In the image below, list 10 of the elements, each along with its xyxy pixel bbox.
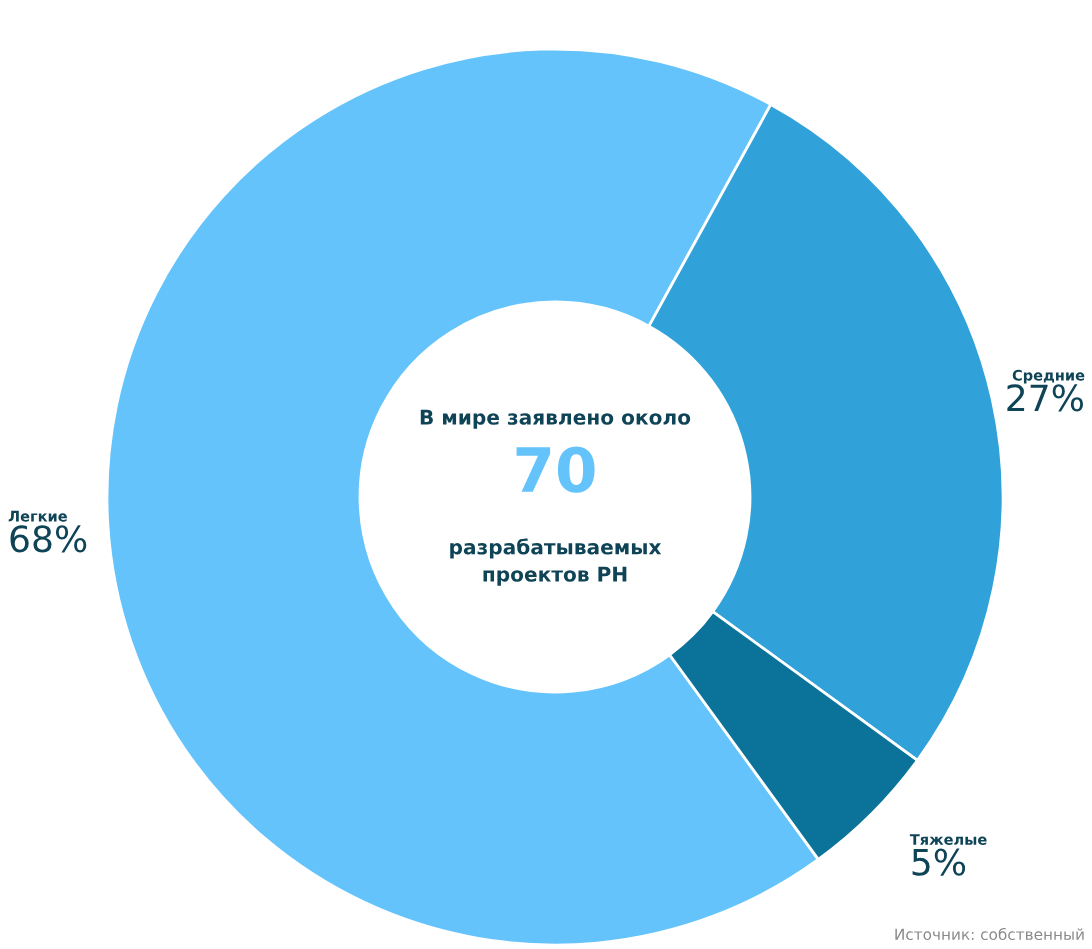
slice-label: Легкие: [8, 510, 67, 522]
text: В мире заявлено около: [420, 409, 691, 429]
data-label: 68%: [10, 525, 87, 553]
slice-label: Тяжелые: [909, 834, 987, 845]
slice-label: Средние: [1012, 369, 1085, 384]
data-label: 5%: [912, 848, 966, 876]
text: разрабатываемых проектов РН: [450, 538, 662, 586]
data-label: 27%: [1007, 384, 1084, 412]
text: Источник: собственный: [895, 927, 1084, 941]
text: 70: [516, 446, 595, 493]
